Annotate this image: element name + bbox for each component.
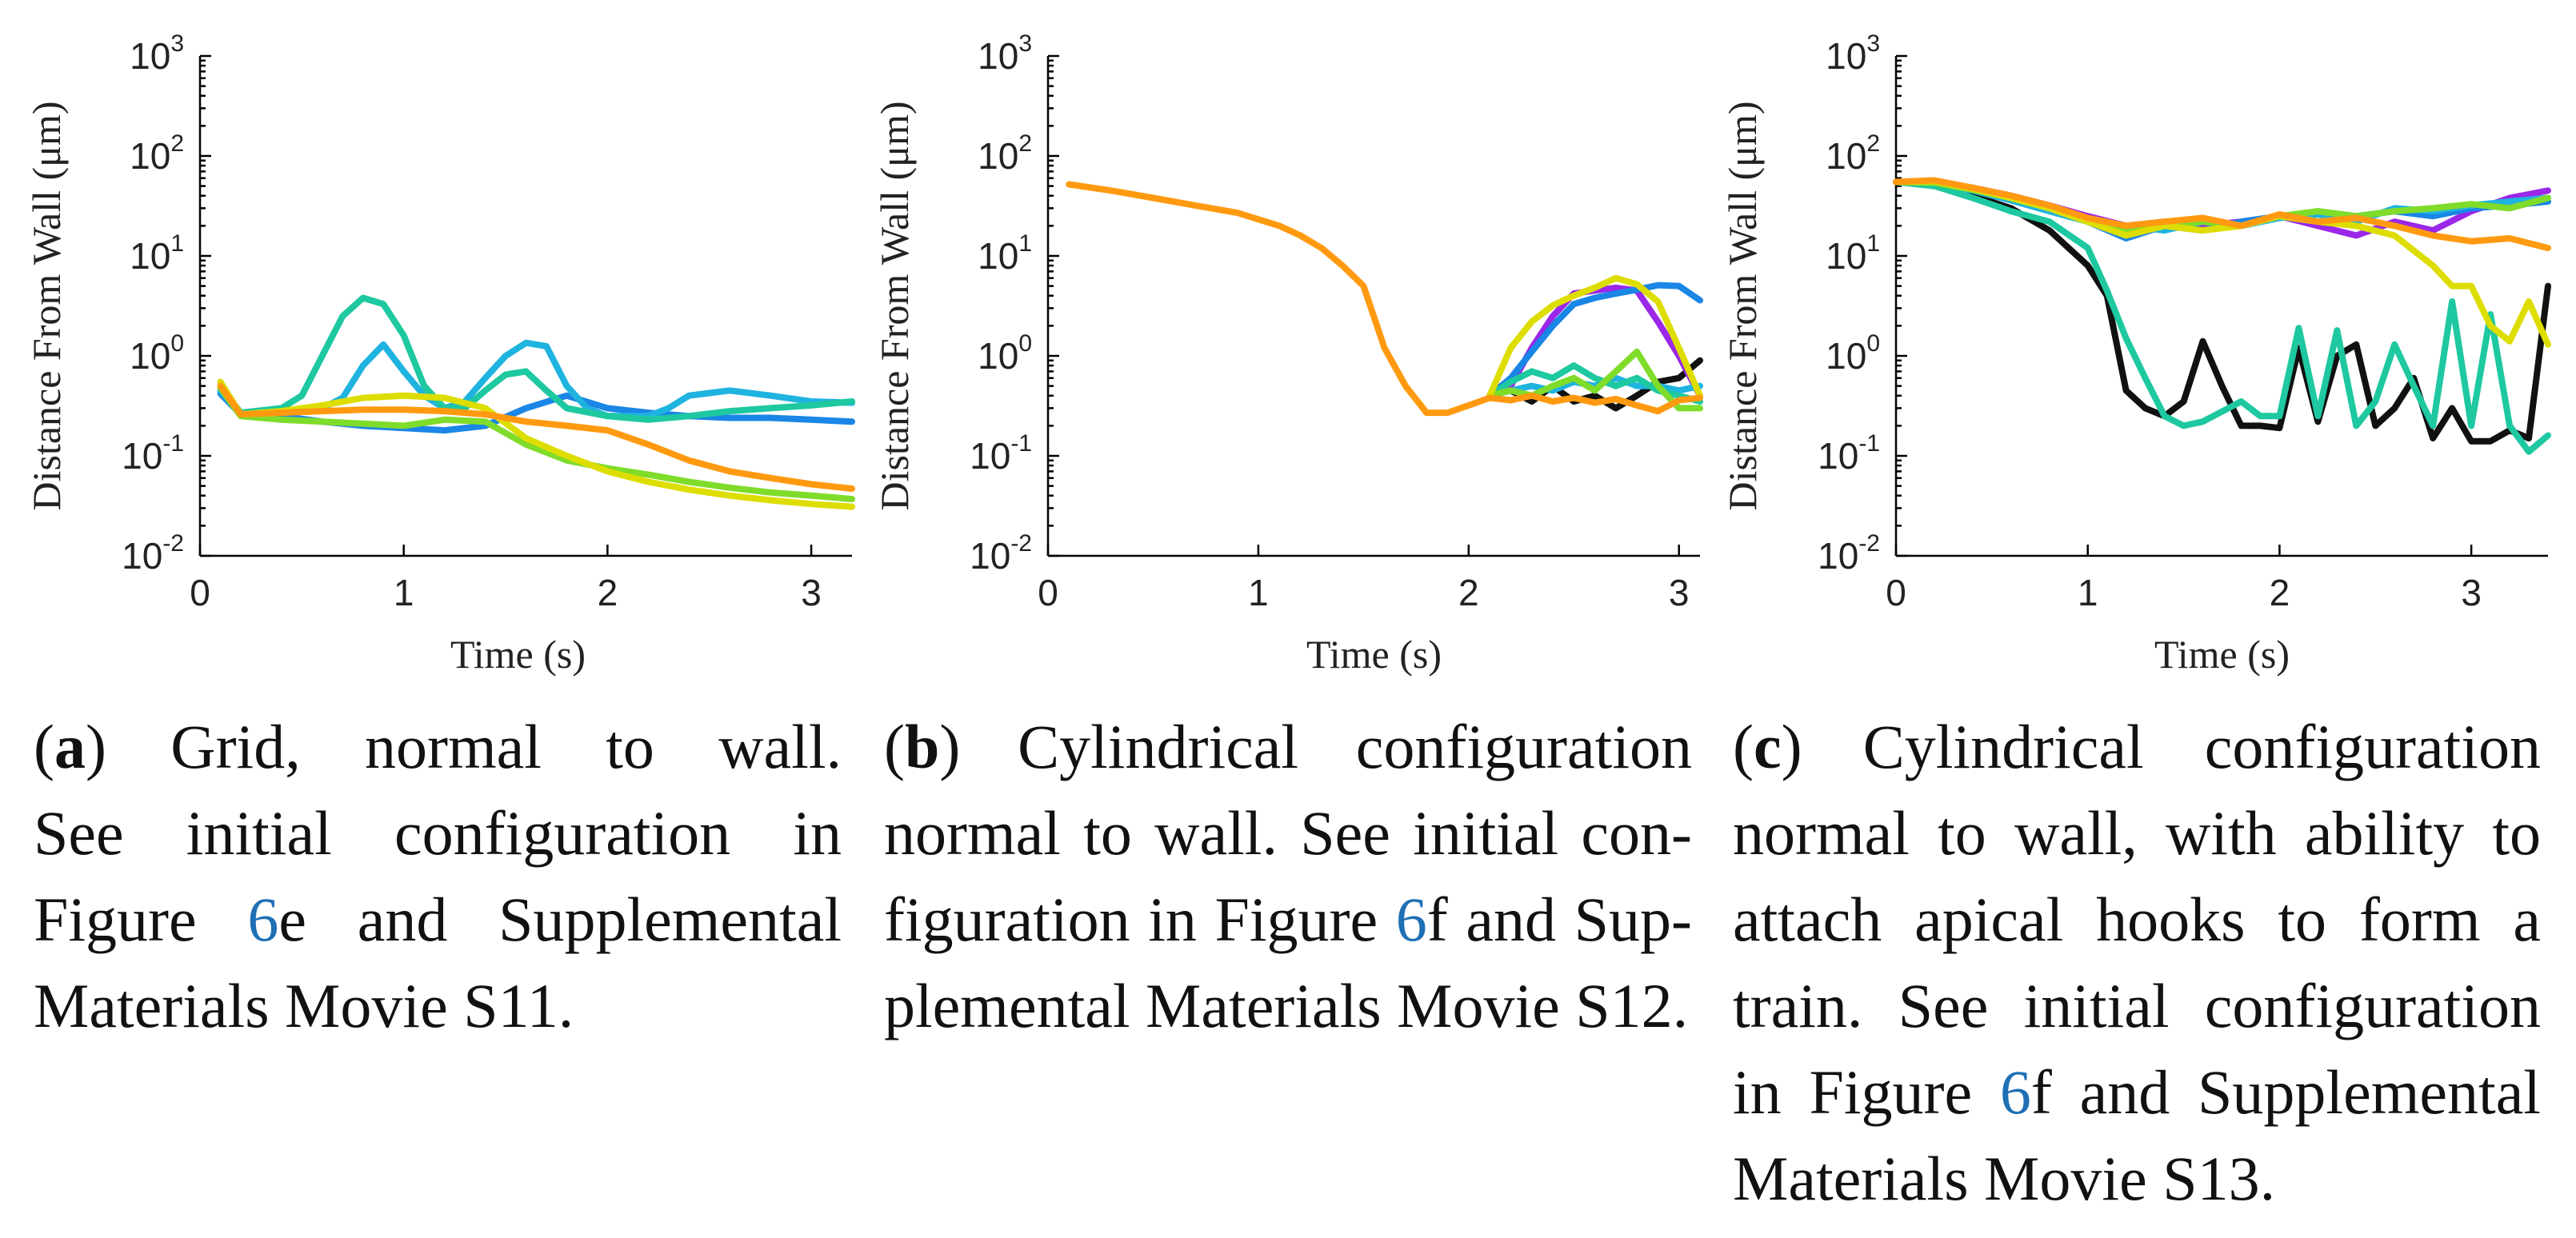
caption-c-line3: attach apical hooks to form a bbox=[1733, 877, 2541, 963]
y-tick-label: 100 bbox=[130, 330, 184, 377]
series-line-cyan bbox=[1486, 374, 1703, 399]
chart-panel-c: 10-2 10-1 100 101 102 103 0 1 2 3 Time (s) Distance… bbox=[1720, 30, 2551, 677]
caption-c-text6: f and Supplemental bbox=[2030, 1057, 2541, 1127]
y-tick-label: 10-1 bbox=[1818, 430, 1880, 477]
caption-c-text5: in Figure bbox=[1733, 1057, 2000, 1127]
x-axis-title: Time (s) bbox=[450, 632, 586, 677]
caption-b: (b) Cylindrical configuration normal to … bbox=[884, 704, 1692, 1049]
x-tick-label: 3 bbox=[2461, 572, 2482, 613]
caption-c-label: c bbox=[1753, 712, 1782, 781]
caption-b-text1: Cylindrical configuration bbox=[1018, 712, 1692, 781]
series-line-green bbox=[217, 384, 855, 502]
y-tick-label: 10-2 bbox=[970, 530, 1032, 577]
caption-b-text4: f and Sup- bbox=[1426, 885, 1693, 954]
y-tick-label: 102 bbox=[978, 130, 1032, 177]
series-line-teal bbox=[217, 294, 855, 423]
y-tick-label: 10-1 bbox=[122, 430, 184, 477]
caption-b-line4: plemental Materials Movie S12. bbox=[884, 963, 1692, 1049]
x-tick-label: 2 bbox=[598, 572, 618, 613]
x-axis-title: Time (s) bbox=[1306, 632, 1442, 677]
x-tick-label: 0 bbox=[1886, 572, 1906, 613]
series-line-orange bbox=[1893, 177, 2551, 252]
series-line-orange bbox=[217, 382, 855, 492]
series-line-teal bbox=[1893, 178, 2551, 455]
y-tick-label: 103 bbox=[1826, 30, 1880, 77]
x-tick-label: 3 bbox=[1669, 572, 1690, 613]
caption-c-line1: (c) Cylindrical configuration bbox=[1733, 712, 2541, 781]
caption-c-text1: Cylindrical configuration bbox=[1862, 712, 2541, 781]
caption-a-text4: e and Supplemental bbox=[278, 885, 842, 954]
chart-panel-b: 10-2 10-1 100 101 102 103 0 1 2 3 Time (s) Distance… bbox=[872, 30, 1703, 677]
y-tick-label: 102 bbox=[130, 130, 184, 177]
caption-a-line3: Figure 6e and Supplemental bbox=[34, 877, 842, 963]
x-tick-label: 3 bbox=[801, 572, 822, 613]
series-line-cyan bbox=[217, 339, 855, 420]
caption-c-text4: train. See initial configuration bbox=[1733, 971, 2541, 1040]
caption-b-label: b bbox=[904, 712, 940, 781]
y-tick-label: 101 bbox=[978, 230, 1032, 277]
caption-c: (c) Cylindrical configuration normal to … bbox=[1733, 704, 2541, 1222]
caption-c-text3: attach apical hooks to form a bbox=[1733, 885, 2541, 954]
caption-a-label: a bbox=[54, 712, 86, 781]
chart-panel-a: 10-2 10-1 100 101 102 103 0 1 2 3 Time (s) Distance… bbox=[24, 30, 855, 677]
y-axis-title: Distance From Wall (μm) bbox=[24, 101, 69, 510]
caption-b-text3: figuration in Figure bbox=[884, 885, 1396, 954]
series-line-orange bbox=[1066, 181, 1703, 417]
caption-a-line1: (a) Grid, normal to wall. bbox=[34, 712, 842, 781]
y-tick-label: 100 bbox=[1826, 330, 1880, 377]
y-tick-label: 10-1 bbox=[970, 430, 1032, 477]
y-tick-label: 103 bbox=[130, 30, 184, 77]
caption-b-text5: plemental Materials Movie S12. bbox=[884, 971, 1689, 1040]
caption-b-line3: figuration in Figure 6f and Sup- bbox=[884, 877, 1692, 963]
x-tick-label: 0 bbox=[190, 572, 210, 613]
y-axis-title: Distance From Wall (μm) bbox=[872, 101, 917, 510]
y-tick-label: 101 bbox=[1826, 230, 1880, 277]
series-line-yellow bbox=[1486, 274, 1703, 399]
x-tick-label: 0 bbox=[1038, 572, 1058, 613]
caption-a: (a) Grid, normal to wall. See initial co… bbox=[34, 704, 842, 1049]
series-line-blue bbox=[1486, 282, 1703, 399]
x-tick-label: 1 bbox=[2078, 572, 2098, 613]
caption-c-line6: Materials Movie S13. bbox=[1733, 1136, 2541, 1222]
caption-c-text2: normal to wall, with ability to bbox=[1733, 798, 2541, 868]
caption-a-text5: Materials Movie S11. bbox=[34, 971, 574, 1040]
x-axis-title: Time (s) bbox=[2154, 632, 2290, 677]
figure-ref-link[interactable]: 6 bbox=[1395, 885, 1427, 954]
figure-ref-link[interactable]: 6 bbox=[247, 885, 279, 954]
caption-a-text1: Grid, normal to wall. bbox=[170, 712, 842, 781]
caption-a-line4: Materials Movie S11. bbox=[34, 963, 842, 1049]
y-tick-label: 10-2 bbox=[1818, 530, 1880, 577]
caption-a-text2: See initial configuration in bbox=[34, 798, 842, 868]
caption-c-text7: Materials Movie S13. bbox=[1733, 1144, 2276, 1213]
caption-b-text2: normal to wall. See initial con- bbox=[884, 798, 1692, 868]
x-tick-label: 1 bbox=[394, 572, 414, 613]
y-axis-title: Distance From Wall (μm) bbox=[1720, 101, 1765, 510]
x-tick-label: 1 bbox=[1248, 572, 1269, 613]
y-tick-label: 102 bbox=[1826, 130, 1880, 177]
figure-ref-link[interactable]: 6 bbox=[1999, 1057, 2031, 1127]
caption-a-line2: See initial configuration in bbox=[34, 790, 842, 877]
caption-b-line2: normal to wall. See initial con- bbox=[884, 790, 1692, 877]
y-tick-label: 101 bbox=[130, 230, 184, 277]
y-tick-label: 100 bbox=[978, 330, 1032, 377]
caption-c-line4: train. See initial configuration bbox=[1733, 963, 2541, 1049]
caption-c-line5: in Figure 6f and Supplemental bbox=[1733, 1049, 2541, 1136]
series-line-black bbox=[1893, 178, 2551, 445]
series-line-yellow bbox=[217, 378, 855, 510]
y-tick-label: 103 bbox=[978, 30, 1032, 77]
y-tick-label: 10-2 bbox=[122, 530, 184, 577]
x-tick-label: 2 bbox=[2270, 572, 2290, 613]
x-tick-label: 2 bbox=[1458, 572, 1479, 613]
caption-b-line1: (b) Cylindrical configuration bbox=[884, 712, 1692, 781]
caption-a-text3: Figure bbox=[34, 885, 248, 954]
caption-c-line2: normal to wall, with ability to bbox=[1733, 790, 2541, 877]
